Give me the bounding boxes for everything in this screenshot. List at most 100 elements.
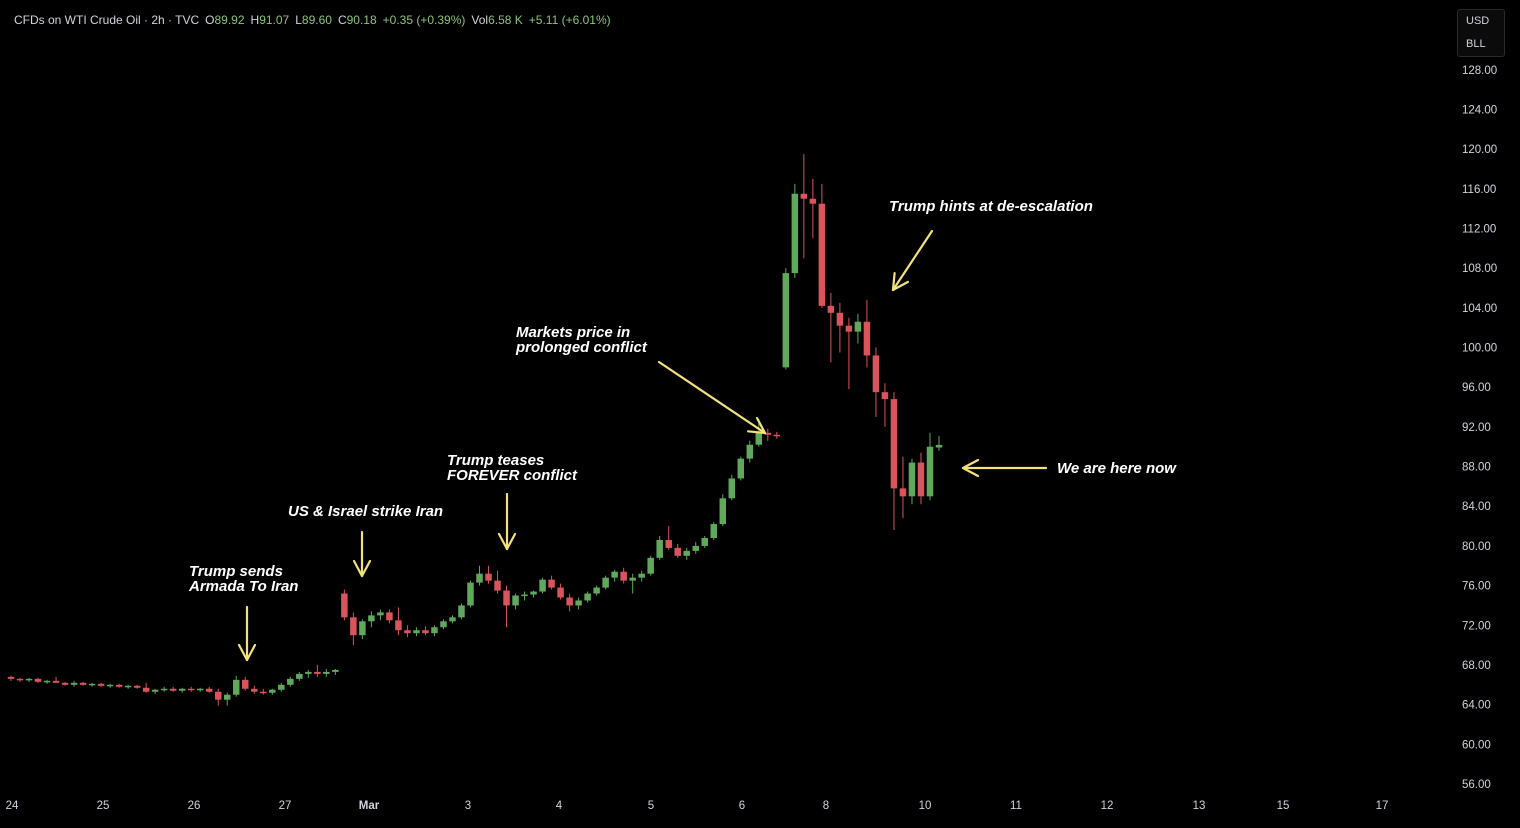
candle[interactable] [341,589,348,621]
candle[interactable] [629,573,636,594]
candle[interactable] [431,625,438,637]
candle[interactable] [845,317,853,390]
y-axis[interactable]: 56.00 60.00 64.00 68.00 72.00 76.00 80.00 84.00… [1462,65,1497,791]
candle[interactable] [377,609,384,621]
candle[interactable] [413,627,420,637]
candle[interactable] [701,536,708,548]
candle[interactable] [836,302,844,353]
candle[interactable] [476,565,483,586]
candle[interactable] [638,570,645,582]
candle[interactable] [818,183,826,308]
candle[interactable] [611,569,618,582]
candle[interactable] [665,526,672,550]
candle[interactable] [287,676,294,687]
candle[interactable] [602,575,609,590]
candle[interactable] [359,619,366,640]
x-axis[interactable]: 24 25 26 27 Mar 3 4 5 6 8 10 11 12 13 15 17 [6,800,1389,812]
candle[interactable] [395,607,402,636]
candle[interactable] [260,688,267,695]
candle[interactable] [926,432,934,501]
candle[interactable] [899,456,907,519]
candle[interactable] [242,676,249,691]
candle[interactable] [782,268,790,370]
candle[interactable] [61,681,69,686]
candle[interactable] [449,615,456,624]
currency-unit-button[interactable]: USD BLL [1457,9,1505,57]
candle[interactable] [314,664,321,677]
candle[interactable] [187,686,195,692]
candle[interactable] [620,567,627,584]
candle[interactable] [575,597,582,610]
candle[interactable] [773,431,781,439]
candle[interactable] [169,686,177,692]
candle[interactable] [917,452,925,505]
candle[interactable] [332,668,339,675]
candle[interactable] [88,682,96,687]
candle[interactable] [350,612,357,646]
candle[interactable] [530,590,537,598]
candle[interactable] [503,585,510,628]
candle[interactable] [872,347,880,417]
candle[interactable] [800,154,808,259]
candle[interactable] [79,681,87,686]
candle[interactable] [566,593,573,612]
candle[interactable] [368,611,375,628]
candle[interactable] [935,436,943,451]
candle[interactable] [908,458,916,505]
candle[interactable] [863,299,871,368]
candle[interactable] [25,677,33,682]
candle[interactable] [494,570,501,594]
candle[interactable] [584,591,591,603]
candle[interactable] [386,609,393,624]
candle[interactable] [178,687,186,693]
candle[interactable] [251,685,258,694]
candle[interactable] [467,580,474,608]
candle[interactable] [710,522,718,540]
candle[interactable] [854,313,862,344]
candle[interactable] [115,683,123,688]
candle[interactable] [151,688,159,694]
candle[interactable] [683,547,690,560]
candle[interactable] [278,682,285,692]
candle[interactable] [539,577,546,594]
candle[interactable] [269,688,276,695]
candle[interactable] [296,671,303,681]
candle[interactable] [512,593,519,610]
candle[interactable] [97,682,105,687]
symbol-label[interactable]: CFDs on WTI Crude Oil · 2h · TVC [14,13,200,27]
candle[interactable] [214,688,222,706]
candle[interactable] [827,292,835,363]
candle[interactable] [548,575,555,590]
candle[interactable] [440,619,447,630]
candle[interactable] [746,440,754,463]
candle[interactable] [52,676,60,683]
candle[interactable] [656,536,663,560]
candle[interactable] [34,677,42,683]
candle[interactable] [205,686,213,693]
candle[interactable] [223,692,231,706]
candle[interactable] [404,625,411,638]
candle[interactable] [485,565,492,584]
candle[interactable] [196,687,204,692]
candle[interactable] [458,603,465,620]
candle[interactable] [791,183,799,279]
candle[interactable] [647,555,654,576]
candle[interactable] [881,383,889,427]
candle[interactable] [764,428,772,441]
candle[interactable] [809,178,817,239]
candle[interactable] [305,669,312,678]
candle[interactable] [755,418,763,447]
candle[interactable] [70,680,78,687]
candle[interactable] [124,684,132,689]
candle[interactable] [728,474,736,501]
candle[interactable] [719,494,727,527]
candle[interactable] [43,679,51,684]
candle[interactable] [890,392,898,531]
candle[interactable] [16,677,24,682]
candle[interactable] [232,675,240,697]
candle[interactable] [323,668,330,677]
candle[interactable] [422,626,429,636]
candle[interactable] [142,682,150,693]
candle[interactable] [692,541,699,554]
